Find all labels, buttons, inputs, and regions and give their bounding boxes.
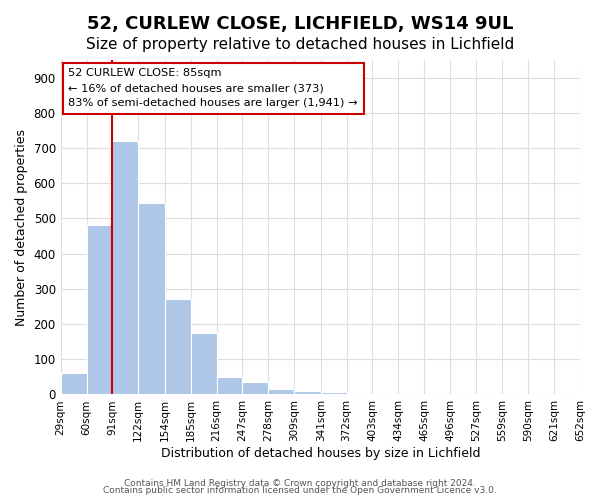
Bar bbox=[217, 377, 242, 394]
Bar bbox=[191, 333, 217, 394]
Bar bbox=[138, 202, 165, 394]
Text: 52, CURLEW CLOSE, LICHFIELD, WS14 9UL: 52, CURLEW CLOSE, LICHFIELD, WS14 9UL bbox=[87, 15, 513, 33]
Bar bbox=[242, 382, 268, 394]
Bar bbox=[165, 300, 191, 394]
Bar bbox=[268, 389, 294, 394]
Text: Contains HM Land Registry data © Crown copyright and database right 2024.: Contains HM Land Registry data © Crown c… bbox=[124, 478, 476, 488]
Bar bbox=[61, 374, 86, 394]
Text: Contains public sector information licensed under the Open Government Licence v3: Contains public sector information licen… bbox=[103, 486, 497, 495]
Bar bbox=[86, 226, 112, 394]
Text: 52 CURLEW CLOSE: 85sqm
← 16% of detached houses are smaller (373)
83% of semi-de: 52 CURLEW CLOSE: 85sqm ← 16% of detached… bbox=[68, 68, 358, 108]
X-axis label: Distribution of detached houses by size in Lichfield: Distribution of detached houses by size … bbox=[161, 447, 480, 460]
Bar bbox=[112, 141, 138, 395]
Bar bbox=[294, 391, 321, 394]
Bar bbox=[321, 392, 347, 394]
Y-axis label: Number of detached properties: Number of detached properties bbox=[15, 128, 28, 326]
Text: Size of property relative to detached houses in Lichfield: Size of property relative to detached ho… bbox=[86, 38, 514, 52]
